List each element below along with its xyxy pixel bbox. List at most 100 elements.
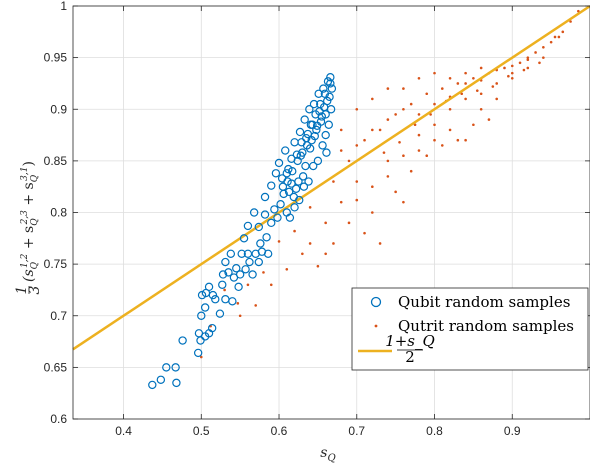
qutrit-point <box>378 242 382 245</box>
qubit-point <box>305 105 314 114</box>
qutrit-point <box>409 102 413 106</box>
qubit-point <box>228 297 237 306</box>
qubit-point <box>292 150 302 159</box>
qutrit-point <box>538 61 541 65</box>
qutrit-point <box>316 264 320 268</box>
qubit-point <box>316 99 325 109</box>
qutrit-point <box>394 113 397 116</box>
qutrit-point <box>386 175 390 178</box>
qubit-point <box>234 282 243 292</box>
qubit-point <box>283 177 292 186</box>
y-tick-label: 1 <box>60 0 67 13</box>
qubit-point <box>311 110 320 119</box>
qutrit-point <box>394 190 397 194</box>
qutrit-point <box>417 133 421 137</box>
qubit-point <box>226 249 236 258</box>
qutrit-point <box>464 71 467 75</box>
qutrit-point <box>448 128 452 132</box>
qubit-point <box>274 158 284 168</box>
qutrit-point <box>433 138 436 142</box>
legend-box <box>351 287 589 371</box>
qutrit-point <box>332 242 335 245</box>
qutrit-point <box>355 180 359 183</box>
qutrit-point <box>510 76 514 80</box>
qubit-point <box>288 166 297 176</box>
qubit-point <box>270 205 279 214</box>
qutrit-point <box>433 71 436 75</box>
qutrit-point <box>363 138 366 142</box>
qutrit-point <box>440 144 444 147</box>
qubit-point <box>254 222 264 232</box>
qubit-point <box>241 265 250 274</box>
qutrit-point <box>417 113 421 116</box>
qutrit-point <box>553 35 557 39</box>
qutrit-point <box>339 149 343 152</box>
y-tick-label: 0.65 <box>44 360 68 374</box>
qubit-point <box>256 239 265 248</box>
qubit-point <box>296 151 305 160</box>
qubit-point <box>295 127 305 137</box>
qubit-point <box>299 182 309 191</box>
qubit-point <box>162 363 171 372</box>
qutrit-point <box>269 283 273 287</box>
qutrit-point <box>293 229 296 233</box>
qubit-point <box>297 138 306 147</box>
qubit-point <box>221 257 230 267</box>
qubit-point <box>260 210 270 219</box>
y-tick-label: 0.6 <box>50 412 67 426</box>
qutrit-point <box>347 221 351 225</box>
qutrit-point <box>332 180 335 183</box>
qubit-point <box>326 105 336 114</box>
qutrit-point <box>402 87 405 90</box>
qubit-point <box>309 161 318 171</box>
qubit-point <box>243 221 253 231</box>
qubit-point <box>314 89 323 98</box>
qubit-point <box>218 270 228 279</box>
qubit-point <box>172 378 181 388</box>
x-tick-label: 0.7 <box>348 424 365 438</box>
qubit-point <box>322 148 331 157</box>
qubit-point <box>263 249 273 258</box>
qutrit-point <box>371 211 374 214</box>
qutrit-point <box>355 198 359 202</box>
qutrit-point <box>456 82 460 85</box>
qutrit-series <box>199 9 580 359</box>
qubit-point <box>282 169 291 178</box>
qutrit-point <box>262 271 265 274</box>
qubit-point <box>298 172 308 181</box>
qutrit-point <box>386 159 390 163</box>
qutrit-point <box>510 64 514 68</box>
qubit-point <box>232 264 241 273</box>
qutrit-point <box>495 97 499 101</box>
qubit-point <box>300 115 309 124</box>
x-tick-label: 0.8 <box>426 424 443 438</box>
qutrit-point <box>386 87 390 90</box>
svg-text:1: 1 <box>14 286 30 295</box>
qubit-point <box>320 89 330 98</box>
qubit-point <box>178 336 187 345</box>
qutrit-point <box>510 71 514 75</box>
qutrit-point <box>301 252 304 256</box>
qubit-point <box>319 84 328 93</box>
qutrit-point <box>464 97 467 101</box>
qubit-point <box>309 99 319 109</box>
qubit-point <box>273 213 282 222</box>
qutrit-point <box>479 107 483 111</box>
qutrit-point <box>534 51 537 54</box>
qutrit-point <box>371 128 374 132</box>
qubit-point <box>303 129 312 139</box>
qutrit-point <box>448 107 452 111</box>
y-tick-label: 0.7 <box>50 309 67 323</box>
qutrit-point <box>417 149 421 152</box>
qubit-point <box>197 311 206 320</box>
x-tick-label: 0.5 <box>193 424 210 438</box>
qutrit-point <box>561 30 565 34</box>
svg-text:(sQ1,2 + sQ2,3 + sQ3,1): (sQ1,2 + sQ2,3 + sQ3,1) <box>20 161 40 282</box>
qubit-point <box>218 280 227 289</box>
qubit-point <box>193 348 203 358</box>
qutrit-point <box>522 68 526 72</box>
legend-qubit-label: Qubit random samples <box>398 293 570 311</box>
qubit-point <box>204 282 214 292</box>
qutrit-point <box>518 61 522 65</box>
